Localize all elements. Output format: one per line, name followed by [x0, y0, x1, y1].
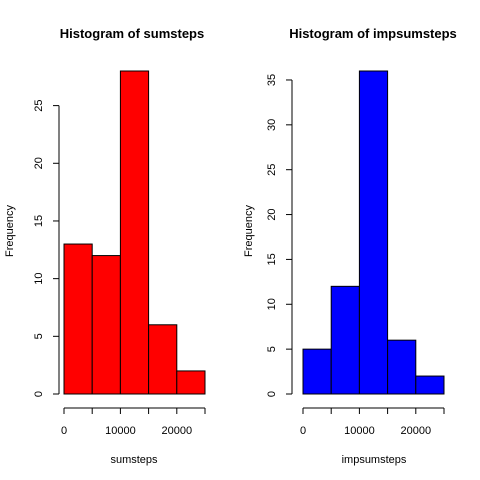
y-tick-label: 5	[266, 346, 278, 352]
x-axis: 0 10000 20000	[61, 407, 206, 437]
y-tick-label: 0	[266, 391, 278, 397]
y-tick-label: 15	[33, 215, 45, 227]
x-axis-label: impsumsteps	[342, 454, 407, 466]
y-tick-label: 25	[266, 164, 278, 176]
chart-title: Histogram of sumsteps	[60, 26, 204, 41]
y-axis-label: Frequency	[243, 205, 255, 257]
histogram-bar	[91, 255, 121, 395]
y-tick-label: 20	[33, 157, 45, 169]
histogram-bar	[119, 70, 150, 395]
bar-group	[302, 70, 445, 395]
histogram-sumsteps-panel: Histogram of sumsteps 0 5 10 15 20 25 0 10000 2…	[4, 26, 206, 466]
histogram-impsumsteps-panel: Histogram of impsumsteps 05101520253035 …	[243, 26, 457, 466]
histogram-bar	[387, 339, 417, 395]
x-tick-label: 0	[61, 425, 67, 437]
x-tick-label: 10000	[105, 425, 136, 437]
histogram-bar	[330, 285, 360, 395]
y-tick-label: 10	[33, 273, 45, 285]
y-tick-label: 25	[33, 99, 45, 111]
bar-group	[63, 70, 206, 395]
x-tick-label: 20000	[401, 425, 432, 437]
y-axis-label: Frequency	[4, 205, 16, 257]
y-axis: 0 5 10 15 20 25	[33, 99, 60, 397]
y-tick-label: 35	[266, 74, 278, 86]
y-tick-label: 0	[33, 391, 45, 397]
x-tick-label: 20000	[162, 425, 193, 437]
histogram-bar	[415, 375, 445, 395]
x-axis-label: sumsteps	[110, 454, 158, 466]
histogram-bar	[148, 324, 178, 395]
histogram-bar	[302, 348, 332, 395]
y-tick-label: 20	[266, 208, 278, 220]
x-tick-label: 0	[300, 425, 306, 437]
x-axis: 0 10000 20000	[300, 407, 445, 437]
y-tick-label: 30	[266, 119, 278, 131]
x-tick-label: 10000	[344, 425, 375, 437]
y-axis: 0 5 10 15 20 25 30 35	[266, 74, 293, 397]
histogram-bar	[358, 70, 389, 395]
y-tick-label: 15	[266, 253, 278, 265]
chart-title: Histogram of impsumsteps	[289, 26, 457, 41]
histogram-bar	[63, 243, 93, 395]
y-tick-label: 5	[33, 333, 45, 339]
histogram-bar	[176, 370, 206, 395]
y-tick-label: 10	[266, 298, 278, 310]
